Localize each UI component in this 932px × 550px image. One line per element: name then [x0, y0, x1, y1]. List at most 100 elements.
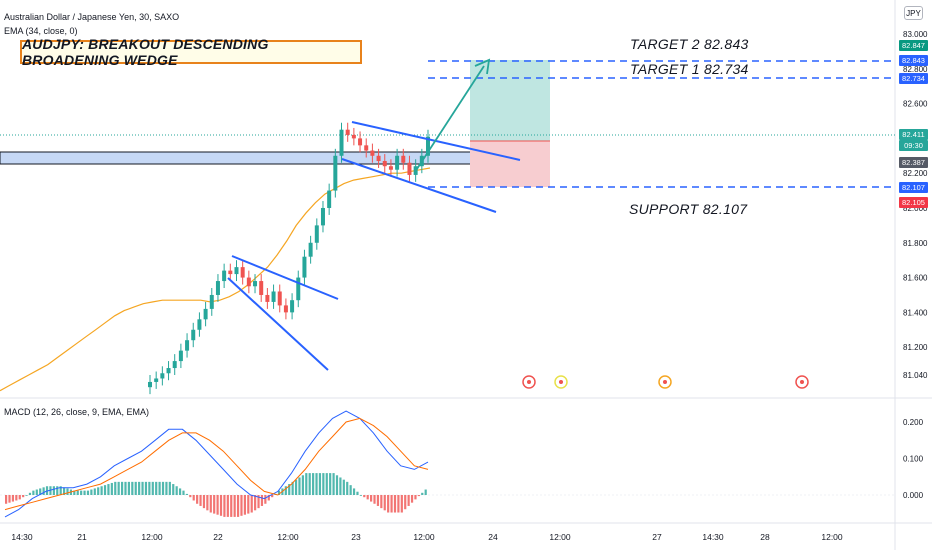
candle[interactable] — [339, 122, 344, 163]
macd-hist-bar — [124, 481, 127, 495]
target1-label[interactable]: TARGET 1 82.734 — [630, 61, 749, 77]
breakout-arrow-line[interactable] — [414, 65, 485, 173]
signal-line[interactable] — [4, 417, 429, 511]
position-loss-zone[interactable] — [470, 141, 550, 187]
candle[interactable] — [277, 284, 282, 313]
candle[interactable] — [253, 274, 258, 294]
candle[interactable] — [271, 284, 276, 309]
macd-hist-bar — [383, 495, 386, 511]
macd-axis[interactable]: 0.200 0.100 0.000 — [903, 418, 924, 500]
event-icon-4[interactable] — [795, 375, 809, 389]
time-axis[interactable]: 14:30 21 12:00 22 12:00 23 12:00 24 12:00 27 14:30… — [11, 532, 843, 542]
macd-hist-bar — [417, 495, 420, 497]
position-profit-zone[interactable] — [470, 60, 550, 141]
ema-legend[interactable]: EMA (34, close, 0) — [4, 26, 78, 36]
support-label[interactable]: SUPPORT 82.107 — [629, 201, 748, 217]
candle[interactable] — [382, 154, 387, 174]
price-tick-label: 81.200 — [903, 343, 928, 352]
price-tag-target2: 82.843 — [899, 55, 928, 66]
candle[interactable] — [246, 270, 251, 294]
wedge1-upper-trendline[interactable] — [231, 255, 339, 300]
wedge2-lower-trendline[interactable] — [341, 158, 497, 213]
candle[interactable] — [154, 371, 159, 389]
macd-hist-bar — [151, 481, 154, 495]
macd-hist-bar — [144, 481, 148, 495]
candle[interactable] — [333, 148, 338, 198]
candle[interactable] — [209, 288, 214, 316]
resistance-zone-box[interactable] — [0, 151, 522, 165]
candle[interactable] — [314, 218, 319, 250]
candle[interactable] — [302, 249, 307, 285]
macd-hist-bar — [134, 481, 137, 495]
candle[interactable] — [290, 293, 295, 320]
candle[interactable] — [197, 312, 202, 337]
macd-histogram[interactable] — [5, 473, 427, 517]
macd-hist-bar — [5, 495, 8, 504]
candle[interactable] — [327, 183, 332, 215]
candle[interactable] — [215, 274, 220, 302]
candle[interactable] — [401, 148, 406, 170]
macd-hist-bar — [335, 475, 339, 495]
candles-group[interactable] — [148, 122, 430, 395]
event-icon-1[interactable] — [522, 375, 536, 389]
event-icon-2[interactable] — [554, 375, 568, 389]
candle[interactable] — [259, 274, 264, 302]
candle[interactable] — [364, 138, 369, 158]
candle[interactable] — [191, 322, 196, 348]
currency-label[interactable]: JPY — [904, 6, 923, 20]
candle[interactable] — [351, 127, 356, 146]
macd-legend[interactable]: MACD (12, 26, close, 9, EMA, EMA) — [4, 407, 150, 417]
candle[interactable] — [395, 148, 400, 177]
macd-hist-bar — [127, 481, 131, 495]
candle[interactable] — [178, 343, 183, 369]
candle[interactable] — [376, 148, 381, 168]
candle[interactable] — [407, 155, 412, 182]
candle[interactable] — [148, 375, 152, 395]
candle[interactable] — [185, 333, 190, 358]
macd-hist-bar — [138, 481, 141, 495]
macd-hist-bar — [393, 495, 397, 513]
candle[interactable] — [265, 288, 270, 309]
price-tick-label: 81.400 — [903, 308, 928, 317]
candle[interactable] — [172, 354, 177, 375]
price-tag-support: 82.107 — [899, 182, 928, 193]
price-tag-target1: 82.734 — [899, 73, 928, 84]
price-axis[interactable]: 83.000 82.800 82.600 82.200 82.000 81.800 81.6… — [903, 30, 928, 380]
candle[interactable] — [358, 131, 363, 153]
macd-line[interactable] — [4, 410, 429, 518]
candle[interactable] — [240, 260, 245, 285]
event-icon-3[interactable] — [658, 375, 672, 389]
candle[interactable] — [234, 260, 239, 282]
time-tick-label: 24 — [488, 532, 498, 542]
target2-label[interactable]: TARGET 2 82.843 — [630, 36, 749, 52]
candle[interactable] — [308, 235, 313, 264]
macd-hist-bar — [206, 495, 209, 511]
time-tick-label: 12:00 — [821, 532, 843, 542]
wedge1-lower-trendline[interactable] — [227, 277, 329, 371]
candle[interactable] — [370, 143, 375, 163]
macd-hist-bar — [114, 481, 117, 495]
candle[interactable] — [426, 129, 430, 163]
macd-hist-bar — [39, 488, 42, 495]
macd-hist-bar — [120, 481, 124, 495]
candle[interactable] — [296, 270, 301, 308]
candle[interactable] — [228, 263, 233, 282]
macd-hist-bar — [182, 490, 185, 495]
candle[interactable] — [203, 301, 208, 327]
macd-hist-bar — [267, 495, 270, 501]
time-tick-label: 21 — [77, 532, 87, 542]
candle[interactable] — [166, 361, 171, 381]
ema-line[interactable] — [0, 167, 431, 392]
chart-title-annotation[interactable]: AUDJPY: BREAKOUT DESCENDING BROADENING W… — [20, 36, 362, 68]
macd-hist-bar — [185, 493, 188, 495]
candle[interactable] — [283, 298, 288, 320]
macd-hist-bar — [18, 495, 21, 500]
candle[interactable] — [320, 201, 325, 233]
symbol-header[interactable]: Australian Dollar / Japanese Yen, 30, SA… — [4, 12, 180, 22]
candle[interactable] — [222, 263, 227, 289]
candle[interactable] — [345, 122, 350, 142]
macd-hist-bar — [148, 481, 151, 495]
candle[interactable] — [160, 366, 165, 386]
candle[interactable] — [388, 159, 393, 177]
